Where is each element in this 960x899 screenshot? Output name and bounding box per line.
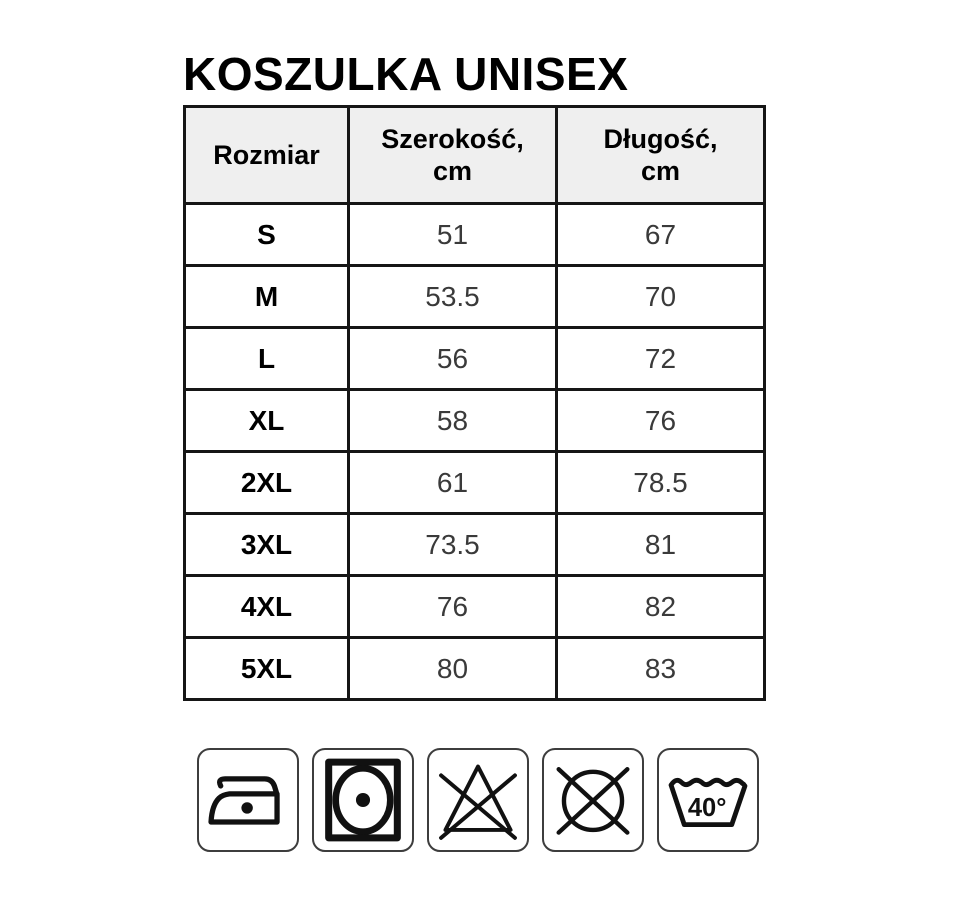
table-row: 5XL 80 83 — [183, 636, 766, 701]
width-cell: 56 — [347, 326, 558, 391]
table-row: 2XL 61 78.5 — [183, 450, 766, 515]
size-cell: 5XL — [183, 636, 350, 701]
table-row: S 51 67 — [183, 202, 766, 267]
column-header-length-label: Długość, — [603, 124, 718, 154]
size-cell: L — [183, 326, 350, 391]
do-not-bleach-icon — [427, 748, 529, 852]
iron-icon-glyph — [208, 776, 280, 825]
tumble-dry-icon — [312, 748, 414, 852]
table-row: 4XL 76 82 — [183, 574, 766, 639]
length-cell: 81 — [555, 512, 766, 577]
size-cell: S — [183, 202, 350, 267]
length-cell: 70 — [555, 264, 766, 329]
wash-40-icon-glyph: 40° — [668, 777, 748, 828]
table-row: M 53.5 70 — [183, 264, 766, 329]
table-row: L 56 72 — [183, 326, 766, 391]
width-cell: 51 — [347, 202, 558, 267]
length-cell: 82 — [555, 574, 766, 639]
column-header-width: Szerokość, cm — [347, 105, 558, 205]
page-title: KOSZULKA UNISEX — [183, 48, 629, 100]
width-cell: 58 — [347, 388, 558, 453]
width-cell: 61 — [347, 450, 558, 515]
do-not-dry-clean-icon — [542, 748, 644, 852]
iron-icon — [197, 748, 299, 852]
width-cell: 76 — [347, 574, 558, 639]
column-header-width-unit: cm — [432, 156, 473, 186]
size-chart-table: Rozmiar Szerokość, cm Długość, cm S 51 6… — [183, 105, 766, 701]
length-cell: 76 — [555, 388, 766, 453]
column-header-length: Długość, cm — [555, 105, 766, 205]
tumble-dry-icon-glyph — [325, 758, 401, 842]
width-cell: 53.5 — [347, 264, 558, 329]
care-symbols-row: 40° — [197, 748, 759, 852]
width-cell: 80 — [347, 636, 558, 701]
width-cell: 73.5 — [347, 512, 558, 577]
size-cell: 3XL — [183, 512, 350, 577]
length-cell: 67 — [555, 202, 766, 267]
table-row: 3XL 73.5 81 — [183, 512, 766, 577]
wash-40-icon: 40° — [657, 748, 759, 852]
size-cell: M — [183, 264, 350, 329]
size-cell: XL — [183, 388, 350, 453]
wash-temperature-label: 40° — [688, 794, 727, 822]
size-cell: 2XL — [183, 450, 350, 515]
do-not-bleach-icon-glyph — [439, 764, 517, 840]
table-header-row: Rozmiar Szerokość, cm Długość, cm — [183, 105, 766, 205]
length-cell: 78.5 — [555, 450, 766, 515]
length-cell: 83 — [555, 636, 766, 701]
size-cell: 4XL — [183, 574, 350, 639]
column-header-length-unit: cm — [640, 156, 681, 186]
table-row: XL 58 76 — [183, 388, 766, 453]
column-header-size-label: Rozmiar — [213, 140, 320, 170]
length-cell: 72 — [555, 326, 766, 391]
column-header-size: Rozmiar — [183, 105, 350, 205]
do-not-dry-clean-icon-glyph — [556, 767, 630, 835]
column-header-width-label: Szerokość, — [381, 124, 524, 154]
